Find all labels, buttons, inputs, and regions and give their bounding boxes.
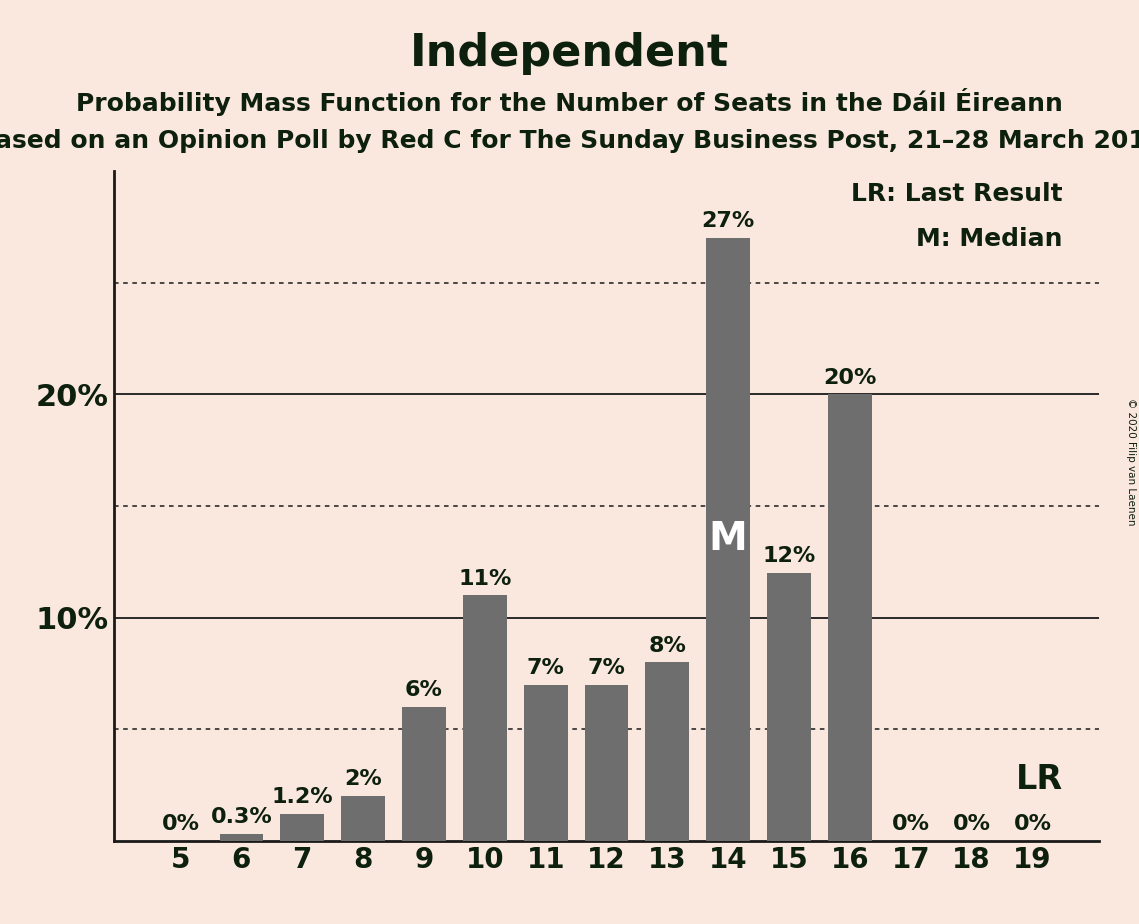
Text: 11%: 11% <box>458 568 511 589</box>
Bar <box>584 685 629 841</box>
Bar <box>280 814 325 841</box>
Text: LR: Last Result: LR: Last Result <box>851 182 1063 206</box>
Text: 6%: 6% <box>405 680 443 700</box>
Text: 2%: 2% <box>344 770 382 789</box>
Bar <box>706 238 751 841</box>
Text: 8%: 8% <box>648 636 687 655</box>
Text: 7%: 7% <box>526 658 565 678</box>
Text: Independent: Independent <box>410 32 729 76</box>
Text: © 2020 Filip van Laenen: © 2020 Filip van Laenen <box>1126 398 1136 526</box>
Text: 20%: 20% <box>823 368 877 387</box>
Text: 0%: 0% <box>952 814 991 834</box>
Text: M: M <box>708 520 747 558</box>
Bar <box>220 834 263 841</box>
Text: 0%: 0% <box>892 814 929 834</box>
Text: 1.2%: 1.2% <box>271 787 333 808</box>
Text: Probability Mass Function for the Number of Seats in the Dáil Éireann: Probability Mass Function for the Number… <box>76 88 1063 116</box>
Text: M: Median: M: Median <box>917 226 1063 250</box>
Text: 0%: 0% <box>1014 814 1051 834</box>
Bar <box>828 395 871 841</box>
Bar <box>646 663 689 841</box>
Text: Based on an Opinion Poll by Red C for The Sunday Business Post, 21–28 March 2019: Based on an Opinion Poll by Red C for Th… <box>0 129 1139 153</box>
Text: 0.3%: 0.3% <box>211 808 272 828</box>
Text: LR: LR <box>1016 762 1063 796</box>
Bar <box>402 707 445 841</box>
Bar <box>768 573 811 841</box>
Text: 7%: 7% <box>588 658 625 678</box>
Bar <box>342 796 385 841</box>
Bar <box>462 595 507 841</box>
Text: 12%: 12% <box>762 546 816 566</box>
Text: 0%: 0% <box>162 814 199 834</box>
Text: 27%: 27% <box>702 212 755 231</box>
Bar <box>524 685 567 841</box>
